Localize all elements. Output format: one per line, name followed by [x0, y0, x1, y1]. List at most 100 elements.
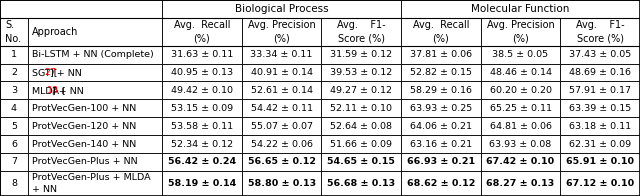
Text: 49.27 ± 0.12: 49.27 ± 0.12	[330, 86, 392, 95]
Text: ] + NN: ] + NN	[50, 68, 82, 77]
Text: 52.34 ± 0.12: 52.34 ± 0.12	[171, 140, 233, 149]
Bar	[481, 99, 561, 117]
Text: 63.93 ± 0.08: 63.93 ± 0.08	[490, 140, 552, 149]
Text: Biological Process: Biological Process	[235, 4, 328, 14]
Bar	[321, 82, 401, 99]
Bar	[481, 117, 561, 135]
Bar	[162, 18, 242, 46]
Bar	[162, 0, 401, 18]
Bar	[28, 99, 162, 117]
Bar	[162, 171, 242, 196]
Bar	[321, 135, 401, 153]
Bar	[162, 46, 242, 64]
Text: 38.5 ± 0.05: 38.5 ± 0.05	[492, 50, 548, 59]
Text: 3: 3	[11, 86, 17, 95]
Bar	[481, 153, 561, 171]
Text: 63.18 ± 0.11: 63.18 ± 0.11	[569, 122, 631, 131]
Text: S.: S.	[5, 20, 14, 30]
Text: 58.80 ± 0.13: 58.80 ± 0.13	[248, 179, 316, 188]
Bar	[162, 153, 242, 171]
Text: (%): (%)	[273, 34, 290, 44]
Bar	[561, 99, 640, 117]
Bar	[321, 153, 401, 171]
Bar	[162, 82, 242, 99]
Bar	[242, 82, 321, 99]
Bar	[401, 171, 481, 196]
Text: Score (%): Score (%)	[577, 34, 623, 44]
Bar	[481, 135, 561, 153]
Text: 33.34 ± 0.11: 33.34 ± 0.11	[250, 50, 313, 59]
Text: 57.91 ± 0.17: 57.91 ± 0.17	[569, 86, 631, 95]
Text: ProtVecGen-Plus + MLDA: ProtVecGen-Plus + MLDA	[32, 173, 150, 182]
Bar	[0, 82, 28, 99]
Text: 63.93 ± 0.25: 63.93 ± 0.25	[410, 104, 472, 113]
Bar	[162, 64, 242, 82]
Text: 52.11 ± 0.10: 52.11 ± 0.10	[330, 104, 392, 113]
Text: 64.81 ± 0.06: 64.81 ± 0.06	[490, 122, 552, 131]
Text: 52.61 ± 0.14: 52.61 ± 0.14	[251, 86, 312, 95]
Bar	[561, 82, 640, 99]
Text: 56.65 ± 0.12: 56.65 ± 0.12	[248, 158, 316, 166]
Text: 4: 4	[11, 104, 17, 113]
Bar	[242, 64, 321, 82]
Bar	[401, 99, 481, 117]
Bar	[401, 64, 481, 82]
Bar	[162, 135, 242, 153]
Text: 68.62 ± 0.12: 68.62 ± 0.12	[406, 179, 475, 188]
Bar	[561, 171, 640, 196]
Bar	[0, 0, 162, 18]
Text: ProtVecGen-Plus + NN: ProtVecGen-Plus + NN	[32, 158, 138, 166]
Text: 27: 27	[45, 68, 57, 77]
Text: (%): (%)	[193, 34, 211, 44]
Text: ProtVecGen-140 + NN: ProtVecGen-140 + NN	[32, 140, 136, 149]
Text: 65.91 ± 0.10: 65.91 ± 0.10	[566, 158, 634, 166]
Text: 5: 5	[11, 122, 17, 131]
Bar	[0, 99, 28, 117]
Text: 58.29 ± 0.16: 58.29 ± 0.16	[410, 86, 472, 95]
Text: 31.63 ± 0.11: 31.63 ± 0.11	[171, 50, 233, 59]
Bar	[561, 64, 640, 82]
Bar	[401, 82, 481, 99]
Text: (%): (%)	[433, 34, 449, 44]
Text: 8: 8	[11, 179, 17, 188]
Bar	[28, 135, 162, 153]
Text: 56.42 ± 0.24: 56.42 ± 0.24	[168, 158, 236, 166]
Text: 65.25 ± 0.11: 65.25 ± 0.11	[490, 104, 552, 113]
Text: 68.27 ± 0.13: 68.27 ± 0.13	[486, 179, 555, 188]
Bar	[242, 153, 321, 171]
Text: Avg.  Recall: Avg. Recall	[413, 20, 469, 30]
Bar	[561, 117, 640, 135]
Bar	[0, 135, 28, 153]
Text: SGT [: SGT [	[32, 68, 58, 77]
Text: 48.46 ± 0.14: 48.46 ± 0.14	[490, 68, 552, 77]
Text: 64.06 ± 0.21: 64.06 ± 0.21	[410, 122, 472, 131]
Bar	[242, 46, 321, 64]
Bar	[481, 46, 561, 64]
Bar	[242, 135, 321, 153]
Text: 54.22 ± 0.06: 54.22 ± 0.06	[251, 140, 312, 149]
Text: Avg.  Recall: Avg. Recall	[173, 20, 230, 30]
Bar	[28, 153, 162, 171]
Bar	[401, 117, 481, 135]
Bar	[0, 153, 28, 171]
Text: 31.59 ± 0.12: 31.59 ± 0.12	[330, 50, 392, 59]
Text: 66.93 ± 0.21: 66.93 ± 0.21	[407, 158, 475, 166]
Text: Bi-LSTM + NN (Complete): Bi-LSTM + NN (Complete)	[32, 50, 154, 59]
Text: 67.42 ± 0.10: 67.42 ± 0.10	[486, 158, 555, 166]
Bar	[242, 18, 321, 46]
Bar	[401, 135, 481, 153]
Bar	[0, 18, 28, 46]
Bar	[321, 117, 401, 135]
Text: 52.64 ± 0.08: 52.64 ± 0.08	[330, 122, 392, 131]
Text: 55.07 ± 0.07: 55.07 ± 0.07	[251, 122, 312, 131]
Bar	[0, 117, 28, 135]
Text: 53.15 ± 0.09: 53.15 ± 0.09	[171, 104, 233, 113]
Text: Avg. Precision: Avg. Precision	[248, 20, 316, 30]
Bar	[321, 64, 401, 82]
Bar	[321, 171, 401, 196]
Text: 56.68 ± 0.13: 56.68 ± 0.13	[327, 179, 396, 188]
Bar	[242, 171, 321, 196]
Text: 63.16 ± 0.21: 63.16 ± 0.21	[410, 140, 472, 149]
Bar	[242, 117, 321, 135]
Text: 18: 18	[47, 86, 60, 95]
